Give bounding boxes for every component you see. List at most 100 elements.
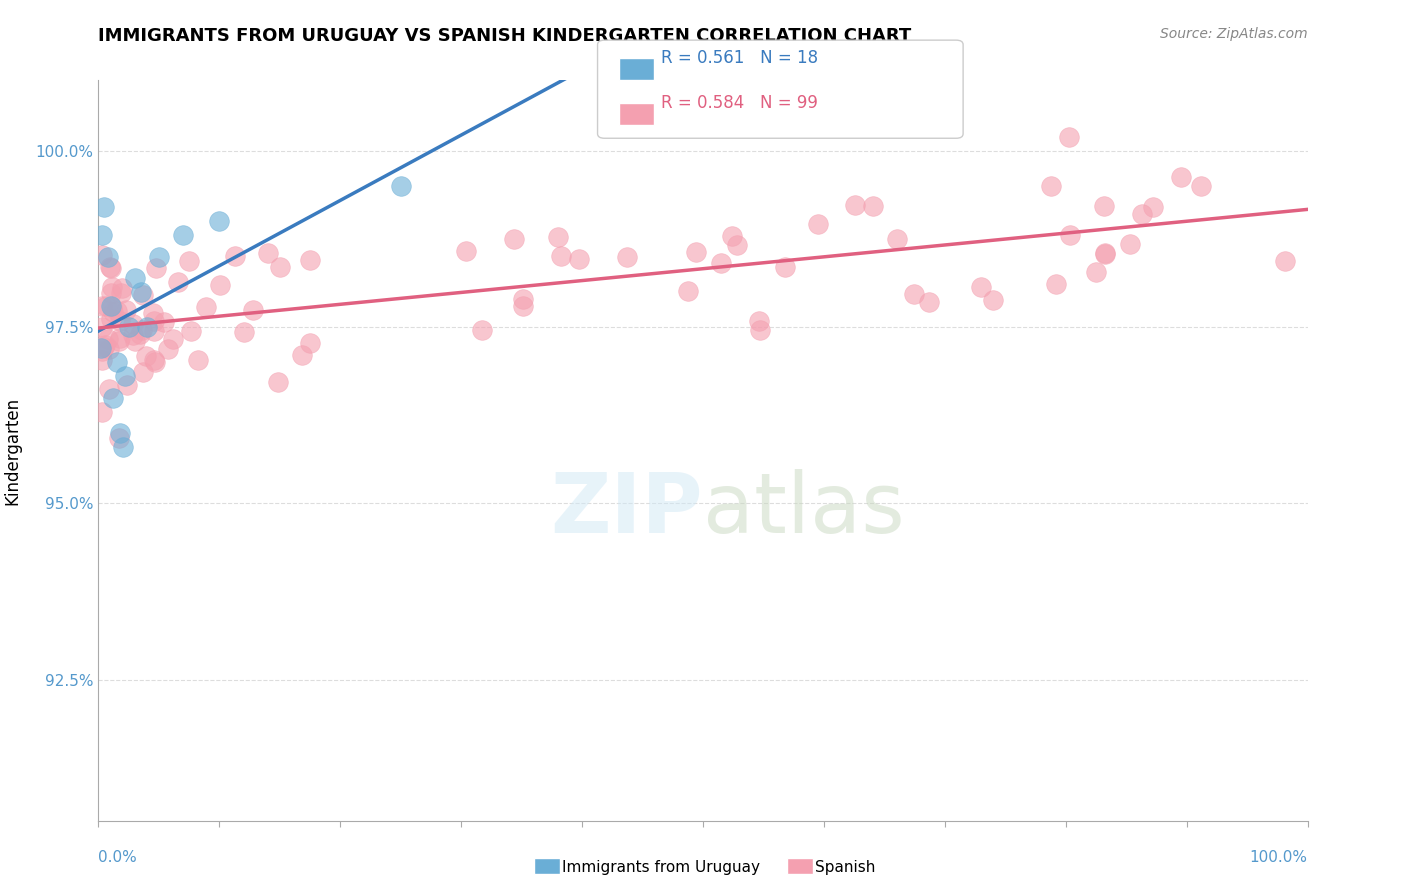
Point: [167, 275, 190, 289]
Point: [100, 280, 122, 294]
Point: [807, 218, 830, 232]
Point: [1130, 206, 1153, 220]
Point: [115, 377, 138, 392]
Point: [269, 260, 291, 274]
Point: [91, 228, 114, 243]
Point: [748, 314, 770, 328]
Point: [157, 342, 180, 356]
Point: [142, 352, 165, 367]
Point: [96, 299, 118, 313]
Point: [105, 355, 128, 369]
Point: [100, 260, 122, 275]
Point: [547, 229, 569, 244]
Point: [142, 306, 165, 320]
Point: [91, 353, 114, 368]
Text: atlas: atlas: [703, 469, 904, 550]
Point: [224, 249, 246, 263]
Point: [981, 293, 1004, 308]
Point: [108, 334, 131, 348]
Point: [97, 250, 120, 264]
Text: 0.0%: 0.0%: [98, 850, 138, 865]
Point: [143, 324, 166, 338]
Point: [550, 248, 572, 262]
Point: [143, 355, 166, 369]
Point: [208, 214, 231, 228]
Text: IMMIGRANTS FROM URUGUAY VS SPANISH KINDERGARTEN CORRELATION CHART: IMMIGRANTS FROM URUGUAY VS SPANISH KINDE…: [98, 27, 911, 45]
Point: [90, 341, 112, 355]
Point: [142, 314, 165, 328]
Point: [180, 324, 202, 338]
Point: [1039, 179, 1062, 194]
Point: [108, 431, 131, 445]
Point: [844, 198, 866, 212]
Point: [110, 285, 132, 300]
Point: [111, 281, 134, 295]
Text: ZIP: ZIP: [551, 469, 703, 550]
Point: [98, 260, 121, 274]
Point: [471, 323, 494, 337]
Point: [886, 232, 908, 246]
Point: [1084, 264, 1107, 278]
Point: [110, 314, 132, 328]
Point: [93, 338, 115, 352]
Point: [100, 286, 122, 301]
Point: [122, 317, 145, 331]
Point: [725, 238, 748, 252]
Point: [676, 284, 699, 298]
Point: [114, 369, 136, 384]
Point: [101, 391, 124, 405]
Point: [1094, 245, 1116, 260]
Point: [1189, 179, 1212, 194]
Point: [454, 244, 477, 258]
Point: [97, 342, 120, 356]
Point: [162, 332, 184, 346]
Point: [108, 425, 131, 440]
Point: [132, 287, 155, 301]
Point: [97, 383, 120, 397]
Point: [111, 440, 134, 454]
Point: [121, 327, 143, 342]
Point: [242, 303, 264, 318]
Text: R = 0.584   N = 99: R = 0.584 N = 99: [661, 94, 818, 112]
Point: [132, 365, 155, 379]
Point: [135, 320, 157, 334]
Point: [105, 304, 128, 318]
Point: [93, 200, 115, 214]
Text: Spanish: Spanish: [815, 860, 876, 874]
Point: [299, 252, 322, 267]
Point: [389, 179, 412, 194]
Point: [96, 332, 118, 346]
Point: [568, 252, 591, 266]
Point: [1059, 129, 1081, 144]
Point: [208, 277, 231, 292]
Point: [100, 311, 122, 326]
Point: [710, 256, 733, 270]
Point: [749, 323, 772, 337]
Point: [195, 300, 218, 314]
Point: [124, 270, 146, 285]
Point: [1059, 227, 1081, 242]
Point: [115, 303, 138, 318]
Point: [512, 299, 534, 313]
Point: [298, 335, 321, 350]
Point: [232, 325, 254, 339]
Point: [1274, 253, 1296, 268]
Point: [153, 315, 176, 329]
Point: [91, 405, 114, 419]
Point: [187, 353, 209, 368]
Point: [512, 292, 534, 306]
Text: Immigrants from Uruguay: Immigrants from Uruguay: [562, 860, 761, 874]
Point: [172, 228, 194, 243]
Point: [148, 250, 170, 264]
Point: [775, 260, 797, 274]
Point: [91, 247, 114, 261]
Point: [91, 299, 114, 313]
Point: [135, 349, 157, 363]
Point: [616, 250, 638, 264]
Text: R = 0.561   N = 18: R = 0.561 N = 18: [661, 49, 818, 67]
Point: [862, 199, 884, 213]
Point: [128, 327, 150, 342]
Point: [257, 245, 280, 260]
Point: [918, 295, 941, 310]
Point: [1045, 277, 1067, 291]
